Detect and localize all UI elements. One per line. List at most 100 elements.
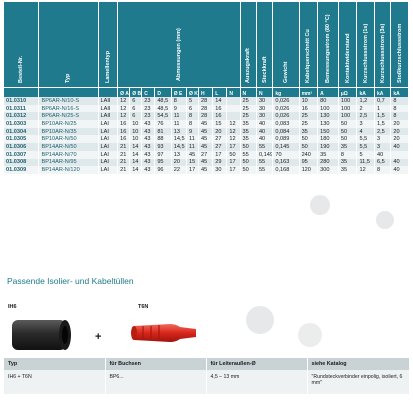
table-cell: 120: [299, 166, 319, 174]
table-cell: 100: [338, 112, 358, 121]
table-cell: 50: [240, 143, 257, 151]
accessory-header-sockets: für Buchsen: [105, 358, 207, 370]
table-cell: 8: [171, 97, 188, 105]
table-cell: [226, 97, 241, 105]
type-cell: BP14AR-N/95: [38, 158, 99, 167]
table-cell: 27: [212, 143, 228, 151]
table-cell: 55: [256, 143, 274, 151]
table-cell: [226, 112, 241, 121]
table-cell: 50: [240, 166, 257, 174]
table-cell: 12: [226, 120, 241, 128]
unit-cell: C: [141, 87, 156, 97]
table-cell: 180: [317, 135, 339, 144]
header-short-circuit-3s: Kurzschlussstrom (3s): [374, 2, 392, 88]
table-cell: 40: [390, 158, 409, 167]
table-cell: 30: [212, 166, 228, 174]
unit-cell: N: [256, 87, 274, 97]
table-cell: 240: [299, 150, 319, 159]
table-cell: [390, 150, 409, 159]
table-cell: 8: [186, 120, 200, 128]
header-peak-short-circuit: Stoßkurzschlussstrom: [390, 2, 409, 88]
section-title: Passende Isolier- und Kabeltüllen: [7, 276, 134, 286]
table-cell: 28: [198, 97, 214, 105]
table-cell: 13: [171, 127, 188, 136]
table-cell: 0,145: [272, 143, 300, 151]
table-cell: 50: [299, 135, 319, 144]
table-cell: 17: [226, 158, 241, 167]
table-cell: 40: [390, 166, 409, 174]
table-cell: 2,5: [356, 112, 375, 121]
ih6-insulation-sleeve-image: [12, 320, 71, 350]
table-cell: 55: [256, 158, 274, 167]
table-cell: 13: [171, 150, 188, 159]
table-cell: 40: [256, 120, 274, 128]
table-cell: 150: [317, 127, 339, 136]
table-cell: 16: [212, 104, 228, 113]
table-cell: 35: [240, 120, 257, 128]
table-cell: 28: [198, 112, 214, 121]
table-cell: 17: [226, 143, 241, 151]
table-cell: LAI: [98, 166, 119, 174]
table-cell: 88: [154, 135, 172, 144]
table-cell: 11: [171, 112, 188, 121]
header-pull-force: Auszugskraft: [240, 2, 257, 88]
table-cell: LAII: [98, 112, 119, 121]
table-cell: 5: [356, 150, 375, 159]
table-cell: 45: [198, 158, 214, 167]
table-cell: 40: [256, 127, 274, 136]
table-cell: 14: [212, 97, 228, 105]
product-label-t6n: T6N: [138, 304, 149, 310]
table-cell: 130: [317, 112, 339, 121]
unit-cell: Ø K: [186, 87, 200, 97]
table-cell: 55: [240, 150, 257, 159]
table-cell: 100: [338, 104, 358, 113]
order-number-cell: 01.0303: [4, 120, 40, 128]
table-cell: 23: [141, 97, 156, 105]
table-cell: 20: [212, 127, 228, 136]
unit-cell: [98, 87, 119, 97]
table-cell: 1,5: [374, 112, 392, 121]
table-cell: 43: [141, 143, 156, 151]
table-cell: 16: [299, 104, 319, 113]
table-cell: 0,7: [374, 97, 392, 105]
table-cell: 80: [317, 97, 339, 105]
table-cell: 0,026: [272, 97, 300, 105]
table-cell: 50: [226, 150, 241, 159]
product-data-table: Bestell-Nr. Typ Lamellentyp Abmessungen …: [4, 2, 409, 174]
table-cell: 16: [117, 120, 131, 128]
plus-sign: +: [95, 331, 102, 343]
table-cell: 45: [198, 166, 214, 174]
header-order-number: Bestell-Nr.: [4, 2, 40, 88]
unit-cell: D: [154, 87, 172, 97]
table-cell: 6: [129, 112, 143, 121]
table-row: 01.0310 BP6AR-N/10-S LAII 12 6 23 48,5 8 5 28 14 25…: [4, 97, 409, 105]
type-cell: BP6AR-N/25-S: [38, 112, 99, 121]
table-cell: 9: [186, 127, 200, 136]
table-row: 01.0303 BP10AR-N/25 LAI 16 10 43 76 11 8 45 15 12 35…: [4, 120, 409, 128]
table-cell: 10: [299, 97, 319, 105]
t6n-cable-sleeve-image: [131, 324, 196, 342]
table-cell: 17: [186, 166, 200, 174]
table-cell: 95: [154, 158, 172, 167]
table-cell: 25: [240, 104, 257, 113]
table-cell: 8: [374, 166, 392, 174]
table-cell: 8: [186, 112, 200, 121]
unit-cell: mm²: [299, 87, 319, 97]
table-cell: 14: [129, 150, 143, 159]
product-label-ih6: IH6: [8, 304, 17, 310]
table-cell: 40: [374, 150, 392, 159]
table-cell: 10: [129, 120, 143, 128]
order-number-cell: 01.0306: [4, 143, 40, 151]
accessory-header-conductor-diameter: für Leiteraußen-Ø: [206, 358, 308, 370]
table-cell: 1,5: [374, 120, 392, 128]
order-number-cell: 01.0310: [4, 97, 40, 105]
table-cell: 40: [256, 135, 274, 144]
table-row: 01.0308 BP14AR-N/95 LAI 21 14 43 95 20 15 45 29 17 5…: [4, 158, 409, 167]
unit-cell: N: [240, 87, 257, 97]
table-row: 01.0311 BP6AR-N/16-S LAII 12 6 23 48,5 9 6 28 16 25…: [4, 104, 409, 113]
type-cell: BP6AR-N/10-S: [38, 97, 99, 105]
header-insert-force: Steckkraft: [256, 2, 274, 88]
unit-cell: kA: [374, 87, 392, 97]
header-lamella-type: Lamellentyp: [98, 2, 119, 88]
